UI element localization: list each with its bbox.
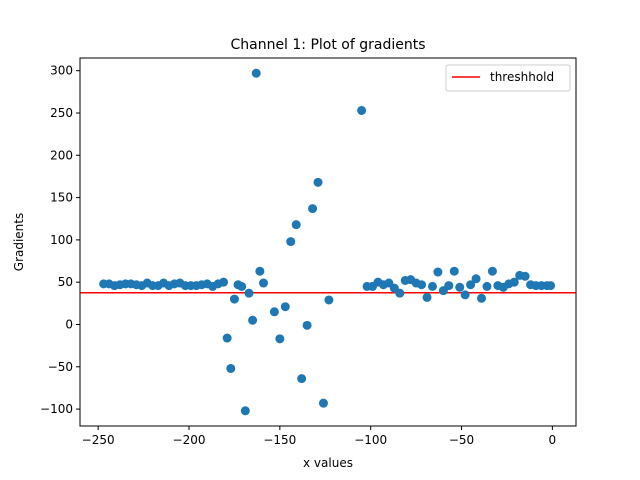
data-point bbox=[244, 288, 254, 298]
y-tick-label: 0 bbox=[65, 317, 73, 331]
data-point bbox=[313, 177, 323, 187]
x-tick-label: −250 bbox=[82, 433, 115, 447]
x-tick-label: −100 bbox=[354, 433, 387, 447]
data-point bbox=[269, 307, 279, 317]
y-tick-label: 100 bbox=[50, 233, 73, 247]
data-point bbox=[308, 204, 318, 214]
data-point bbox=[422, 292, 432, 302]
y-tick-label: −50 bbox=[48, 360, 73, 374]
data-point bbox=[240, 406, 250, 416]
data-point bbox=[219, 277, 229, 287]
data-point bbox=[449, 266, 459, 276]
data-point bbox=[466, 280, 476, 290]
y-tick-label: 250 bbox=[50, 106, 73, 120]
data-point bbox=[433, 267, 443, 277]
data-point bbox=[477, 293, 487, 303]
x-axis-label: x values bbox=[303, 456, 353, 470]
data-point bbox=[460, 290, 470, 300]
y-axis-label: Gradients bbox=[12, 213, 26, 271]
x-tick-label: −50 bbox=[449, 433, 474, 447]
legend-box bbox=[445, 64, 571, 92]
data-point bbox=[318, 398, 328, 408]
data-point bbox=[357, 105, 367, 115]
x-tick-label: 0 bbox=[549, 433, 557, 447]
x-axis: −250 −200 −150 −100 −50 0 bbox=[82, 426, 557, 447]
y-tick-label: 200 bbox=[50, 148, 73, 162]
data-point bbox=[417, 280, 427, 290]
chart-title: Channel 1: Plot of gradients bbox=[230, 37, 425, 53]
data-point bbox=[455, 282, 465, 292]
x-tick-label: −200 bbox=[173, 433, 206, 447]
data-point bbox=[482, 281, 492, 291]
data-point bbox=[226, 363, 236, 373]
data-point bbox=[427, 281, 437, 291]
y-tick-label: −100 bbox=[40, 402, 73, 416]
data-point bbox=[297, 374, 307, 384]
data-point bbox=[509, 277, 519, 287]
plot-frame bbox=[79, 57, 577, 427]
legend-label: threshhold bbox=[490, 70, 554, 84]
data-point bbox=[395, 288, 405, 298]
data-point bbox=[255, 266, 265, 276]
data-point bbox=[251, 68, 261, 78]
data-point bbox=[229, 294, 239, 304]
data-point bbox=[291, 220, 301, 230]
data-point bbox=[546, 281, 556, 291]
data-point bbox=[222, 333, 232, 343]
y-tick-label: 150 bbox=[50, 191, 73, 205]
data-point bbox=[275, 334, 285, 344]
data-point bbox=[302, 320, 312, 330]
data-point bbox=[248, 315, 258, 325]
data-point bbox=[324, 295, 334, 305]
data-point bbox=[487, 266, 497, 276]
y-tick-label: 50 bbox=[58, 275, 73, 289]
data-point bbox=[259, 278, 268, 288]
data-point bbox=[520, 271, 530, 281]
data-point bbox=[286, 237, 296, 247]
data-point bbox=[237, 281, 247, 291]
data-point bbox=[280, 302, 290, 312]
x-tick-label: −150 bbox=[263, 433, 296, 447]
plot-area bbox=[80, 68, 576, 416]
data-point bbox=[444, 281, 454, 291]
data-point bbox=[471, 274, 481, 284]
y-axis: −100 −50 0 50 100 150 200 250 300 bbox=[40, 64, 80, 416]
legend: threshhold bbox=[445, 64, 571, 92]
y-tick-label: 300 bbox=[50, 64, 73, 78]
